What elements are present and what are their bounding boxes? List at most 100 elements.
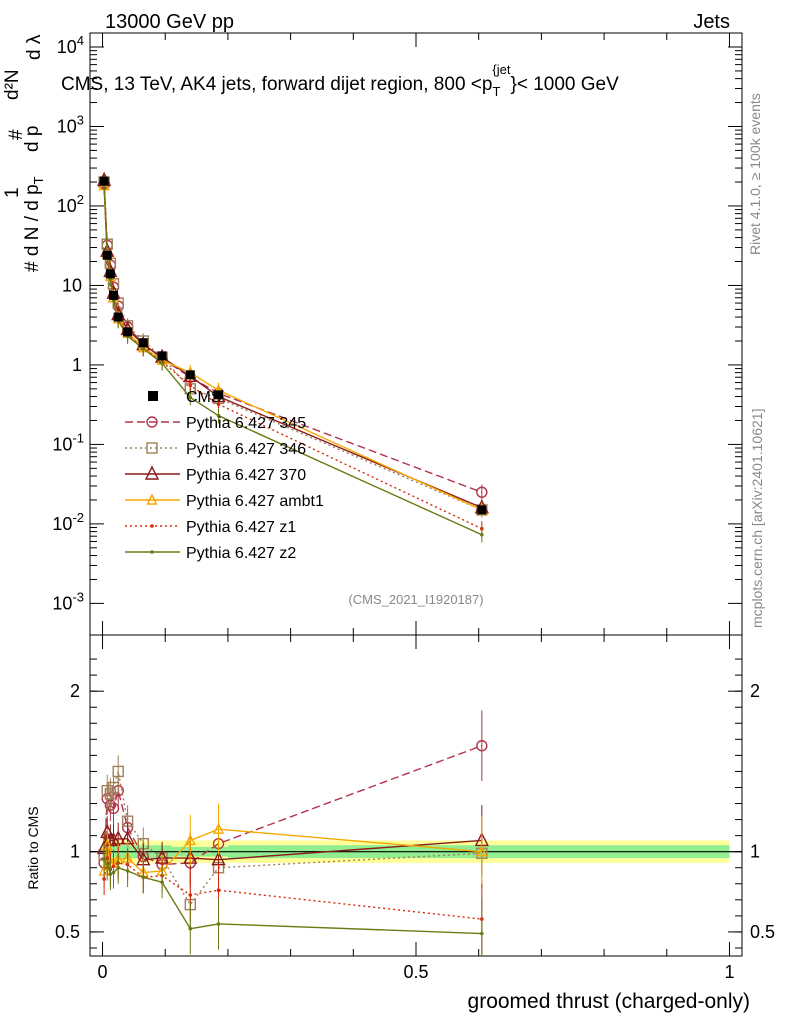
y-axis-label-d2n: d²N — [2, 69, 23, 100]
y-tick-base: 10 — [52, 434, 72, 454]
series-line — [103, 185, 483, 511]
series-line — [103, 181, 483, 511]
data-point — [109, 290, 119, 300]
legend-label: Pythia 6.427 345 — [186, 415, 306, 432]
y-tick-base: 10 — [57, 116, 77, 136]
ratio-axis-label: Ratio to CMS — [25, 806, 41, 889]
y-axis-label-sub: T — [31, 176, 46, 184]
y-tick-exp: -3 — [72, 589, 84, 604]
series-point — [188, 383, 193, 388]
series-line — [103, 180, 483, 509]
series-point — [480, 532, 484, 537]
chart-marks — [96, 171, 489, 956]
legend-label-data: CMS — [186, 389, 222, 406]
ratio-y-tick-label: 1 — [70, 842, 80, 862]
ratio-point — [111, 870, 116, 875]
y-tick-exp: -1 — [72, 430, 84, 445]
ratio-point — [160, 880, 164, 884]
y-tick-label: 103 — [57, 112, 84, 136]
x-axis-label: groomed thrust (charged-only) — [468, 990, 750, 1013]
ratio-point — [101, 784, 113, 797]
legend-label: Pythia 6.427 ambt1 — [186, 493, 324, 510]
ratio-point — [108, 872, 113, 876]
y-tick-label: 10-1 — [52, 430, 84, 454]
ratio-point — [105, 862, 110, 867]
legend-label: Pythia 6.427 z2 — [186, 545, 296, 562]
data-point — [157, 351, 167, 361]
ratio-y-tick-label: 0.5 — [55, 922, 80, 942]
data-point — [105, 269, 115, 279]
header-right: Jets — [693, 11, 730, 33]
ratio-point — [216, 888, 221, 892]
legend-marker-data — [148, 391, 158, 401]
ratio-point — [104, 788, 117, 800]
y-axis-label-one: 1 — [2, 187, 23, 198]
legend-marker — [144, 465, 160, 480]
data-point — [185, 370, 195, 380]
y-tick-label: 1 — [72, 355, 82, 375]
x-tick-label: 1 — [724, 962, 734, 982]
ratio-point — [112, 765, 124, 778]
ratio-series-line — [103, 857, 482, 920]
ratio-series-line — [103, 771, 482, 906]
data-point — [138, 338, 148, 348]
y-tick-base: 10 — [52, 514, 72, 534]
legend-marker — [150, 524, 154, 528]
series-point — [188, 395, 193, 400]
mcplots-label: mcplots.cern.ch [arXiv:2401.10621] — [749, 409, 765, 628]
ratio-point — [141, 875, 146, 880]
x-tick-label: 0 — [98, 962, 108, 982]
y-tick-label: 10 — [62, 275, 82, 295]
data-point — [113, 312, 123, 322]
ratio-y-tick-label: 2 — [70, 681, 80, 701]
ratio-point — [476, 845, 488, 857]
y-tick-label: 104 — [57, 33, 84, 57]
ratio-y-tick-label-right: 2 — [750, 681, 760, 701]
series-point — [216, 413, 221, 418]
ratio-point — [106, 831, 121, 847]
y-axis-label-part1: # d N / d p — [22, 184, 43, 272]
legend-label: Pythia 6.427 370 — [186, 467, 306, 484]
y-tick-base: 10 — [57, 37, 77, 57]
legend-marker — [146, 416, 158, 428]
ratio-point — [480, 931, 484, 936]
y-tick-base: 10 — [57, 196, 77, 216]
data-point — [214, 390, 224, 400]
ratio-y-tick-label-right: 0.5 — [750, 922, 775, 942]
y-tick-label: 10-3 — [52, 589, 84, 613]
y-tick-label: 102 — [57, 192, 84, 216]
y-tick-base: 10 — [52, 593, 72, 613]
header-left: 13000 GeV pp — [105, 11, 234, 33]
ratio-point — [216, 922, 221, 926]
ratio-point — [116, 865, 121, 870]
ratio-point — [125, 869, 130, 873]
analysis-tag: (CMS_2021_I1920187) — [348, 592, 483, 607]
ratio-point — [102, 857, 106, 862]
ratio-y-tick-label-right: 1 — [750, 842, 760, 862]
ratio-point — [184, 833, 196, 846]
chart-title: CMS, 13 TeV, AK4 jets, forward dijet reg… — [61, 62, 619, 99]
ratio-point — [212, 822, 225, 834]
legend: CMS Pythia 6.427 345 Pythia 6.427 346 Pythi… — [125, 389, 324, 562]
series-point — [476, 486, 488, 498]
legend-marker — [146, 493, 158, 505]
y-axis-label-dpt: d p — [22, 126, 43, 152]
x-tick-label: 0.5 — [403, 962, 428, 982]
ratio-plot-frame: 0 0.5 1 0.5 0.5 1 1 2 2 — [55, 634, 775, 982]
legend-label: Pythia 6.427 346 — [186, 441, 306, 458]
legend-marker — [150, 550, 154, 554]
data-point — [123, 327, 133, 337]
ratio-point — [476, 740, 488, 752]
data-point — [99, 176, 109, 186]
series-point — [160, 361, 164, 366]
legend-marker — [146, 442, 158, 454]
y-tick-exp: 4 — [77, 33, 84, 48]
data-point — [477, 505, 487, 515]
series-point — [216, 402, 221, 407]
y-axis-label: # d N / d pT — [22, 176, 46, 272]
y-tick-label: 10-2 — [52, 510, 84, 534]
y-tick-exp: -2 — [72, 510, 84, 525]
y-axis-label-dlambda: d λ — [24, 34, 45, 60]
ratio-point — [188, 893, 193, 897]
